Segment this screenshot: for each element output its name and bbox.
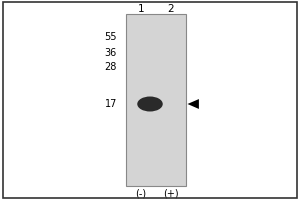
Text: (-): (-) bbox=[135, 189, 147, 199]
Ellipse shape bbox=[137, 97, 163, 112]
Text: 17: 17 bbox=[105, 99, 117, 109]
Text: 28: 28 bbox=[105, 62, 117, 72]
Text: 36: 36 bbox=[105, 48, 117, 58]
Text: 1: 1 bbox=[138, 4, 144, 14]
Polygon shape bbox=[188, 99, 199, 109]
Text: (+): (+) bbox=[163, 189, 179, 199]
Text: 55: 55 bbox=[104, 32, 117, 42]
Text: 2: 2 bbox=[168, 4, 174, 14]
Bar bbox=[126, 14, 186, 186]
